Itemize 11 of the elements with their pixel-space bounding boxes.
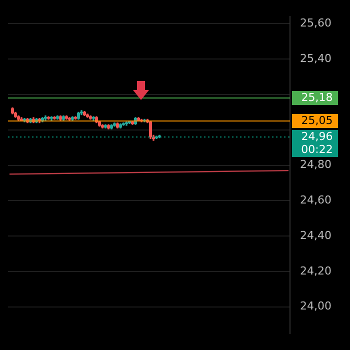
y-tick-label: 25,40 bbox=[300, 52, 332, 65]
ref-line-label: 25,18 bbox=[301, 90, 333, 104]
text: 00:22 bbox=[301, 142, 333, 156]
ref-line-label: 24,96 bbox=[301, 130, 333, 143]
y-tick-label: 24,20 bbox=[300, 264, 332, 278]
y-tick-label: 24,40 bbox=[300, 228, 332, 242]
y-tick-label: 24,80 bbox=[300, 158, 332, 172]
y-tick-label: 24,00 bbox=[300, 300, 332, 313]
y-tick-label: 25,60 bbox=[300, 16, 332, 30]
ref-line-label: 25,05 bbox=[301, 114, 333, 127]
y-tick-label: 24,60 bbox=[300, 194, 332, 207]
